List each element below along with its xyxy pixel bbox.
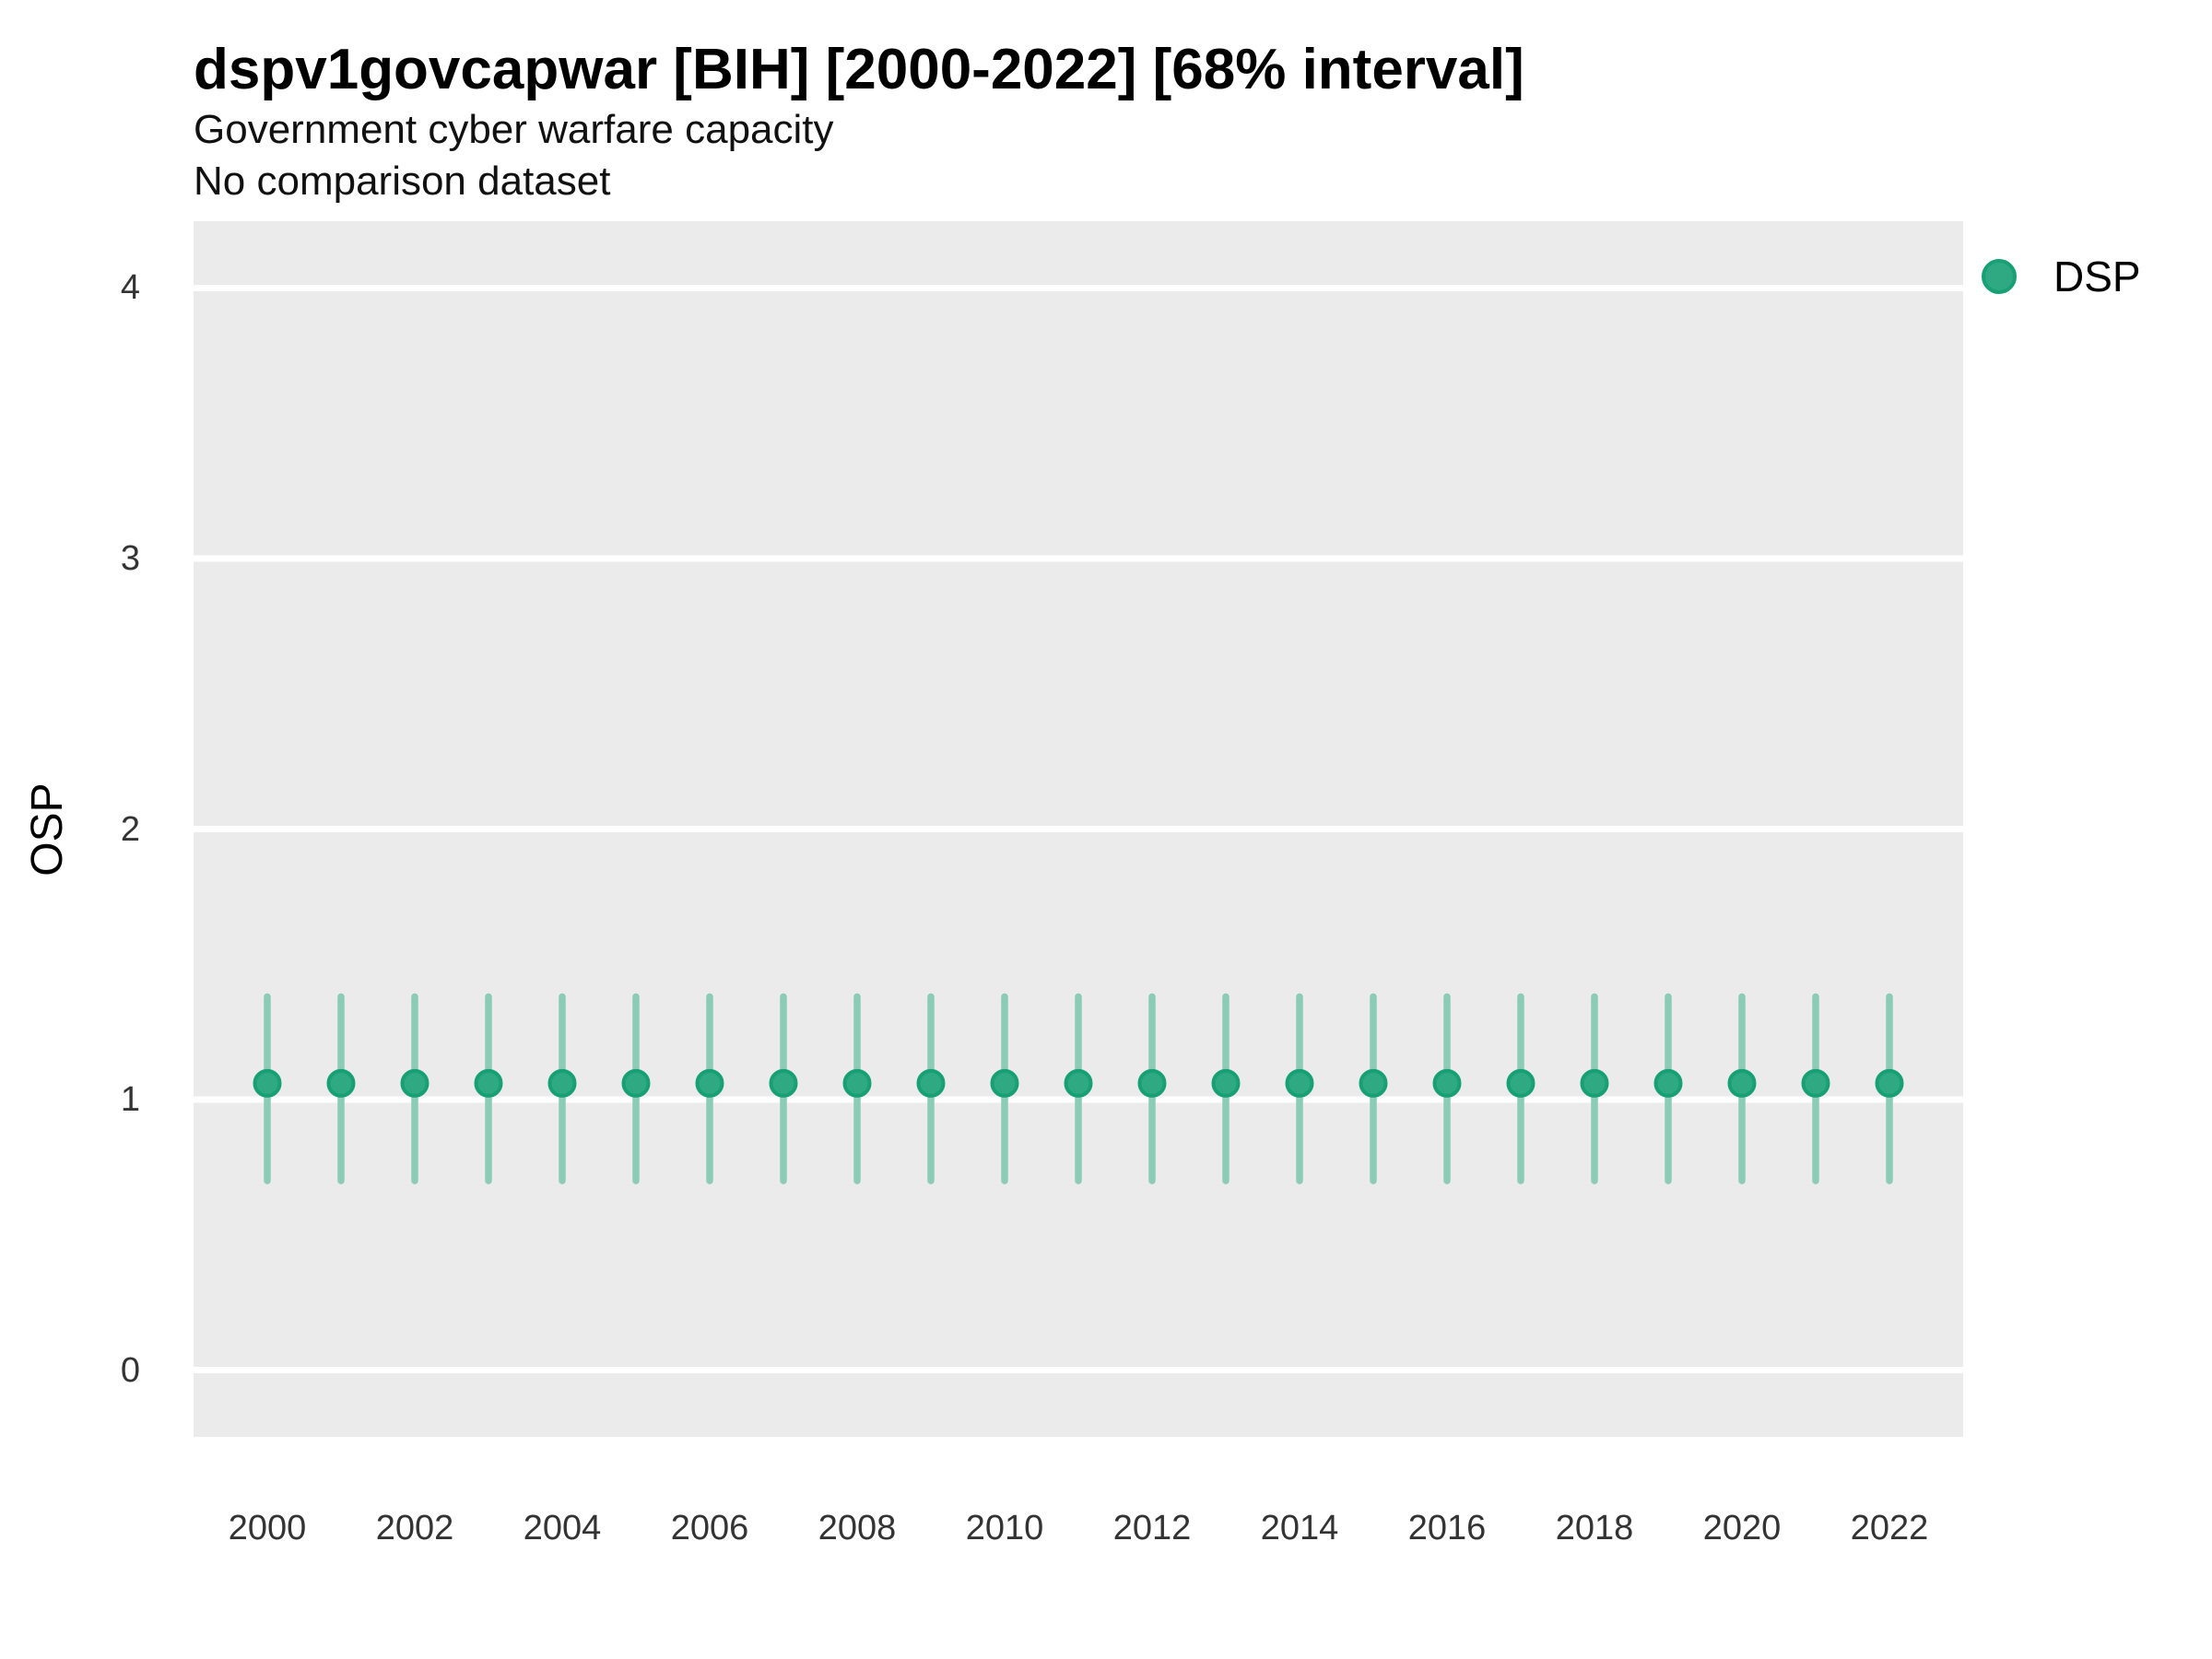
- data-point: [621, 1068, 651, 1098]
- x-tick-label-2002: 2002: [375, 1509, 454, 1547]
- chart-title: dspv1govcapwar [BIH] [2000-2022] [68% in…: [194, 38, 1524, 101]
- chart-subtitle: Government cyber warfare capacity: [194, 107, 834, 152]
- legend: DSP: [1982, 245, 2141, 308]
- data-point: [326, 1068, 356, 1098]
- data-point: [1432, 1068, 1462, 1098]
- data-point: [916, 1068, 946, 1098]
- data-point: [253, 1068, 282, 1098]
- x-tick-label-2012: 2012: [1112, 1509, 1192, 1547]
- data-point: [1137, 1068, 1167, 1098]
- data-point: [1875, 1068, 1904, 1098]
- data-point: [474, 1068, 503, 1098]
- x-tick-label-2014: 2014: [1260, 1509, 1339, 1547]
- y-tick-label-4: 4: [120, 268, 140, 308]
- data-point: [842, 1068, 872, 1098]
- x-tick-label-2008: 2008: [818, 1509, 897, 1547]
- data-point: [1727, 1068, 1757, 1098]
- data-point: [547, 1068, 577, 1098]
- chart-note: No comparison dataset: [194, 159, 611, 204]
- x-tick-label-2018: 2018: [1555, 1509, 1634, 1547]
- data-point: [1801, 1068, 1830, 1098]
- data-point: [1211, 1068, 1241, 1098]
- y-tick-label-2: 2: [120, 809, 140, 849]
- x-tick-label-2016: 2016: [1407, 1509, 1487, 1547]
- data-point: [1506, 1068, 1535, 1098]
- x-tick-label-2010: 2010: [965, 1509, 1044, 1547]
- data-point: [695, 1068, 724, 1098]
- data-point: [400, 1068, 429, 1098]
- x-tick-label-2000: 2000: [228, 1509, 307, 1547]
- plot-area: [194, 221, 1963, 1437]
- legend-point-icon: [1982, 259, 2017, 294]
- x-tick-label-2020: 2020: [1702, 1509, 1782, 1547]
- x-tick-label-2006: 2006: [670, 1509, 749, 1547]
- legend-label: DSP: [2053, 253, 2141, 300]
- data-point: [1580, 1068, 1609, 1098]
- data-point: [990, 1068, 1019, 1098]
- data-point: [1653, 1068, 1683, 1098]
- y-tick-label-1: 1: [120, 1080, 140, 1119]
- data-point: [1359, 1068, 1388, 1098]
- y-tick-label-0: 0: [120, 1350, 140, 1390]
- data-point: [769, 1068, 798, 1098]
- data-point: [1285, 1068, 1314, 1098]
- x-tick-label-2022: 2022: [1850, 1509, 1929, 1547]
- x-tick-label-2004: 2004: [523, 1509, 602, 1547]
- data-point: [1064, 1068, 1093, 1098]
- y-tick-label-3: 3: [120, 538, 140, 578]
